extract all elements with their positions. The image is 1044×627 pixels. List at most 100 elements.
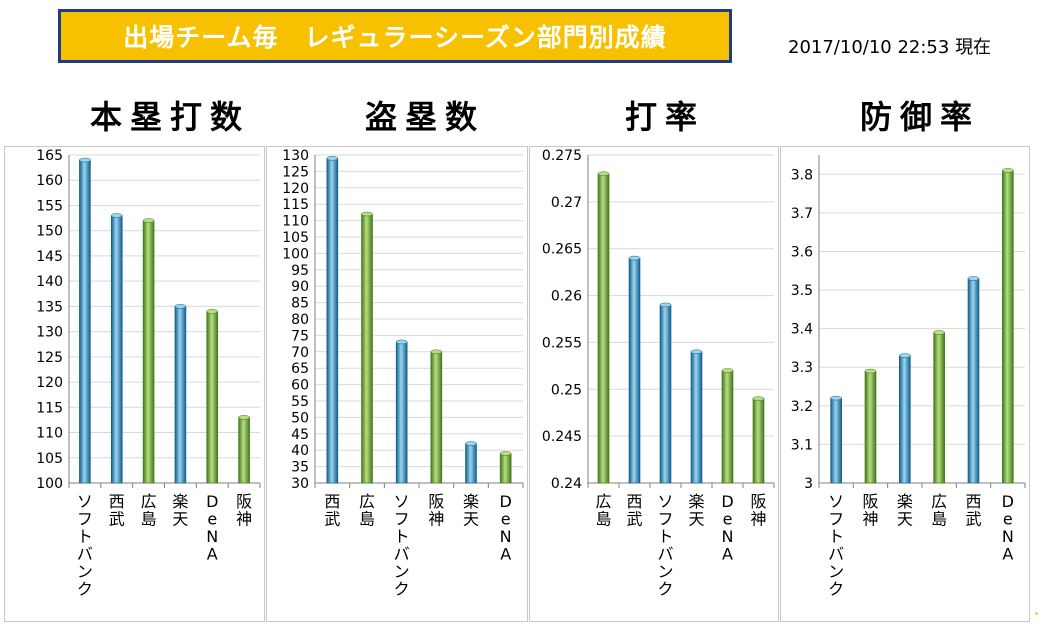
- y-tick-label: 0.24: [551, 476, 582, 492]
- bar: [430, 351, 443, 484]
- y-tick-label: 125: [36, 350, 63, 366]
- chart-title-stolen-bases: 盗塁数: [364, 98, 485, 136]
- bar: [933, 332, 945, 484]
- bar: [899, 355, 911, 484]
- y-tick-label: 155: [36, 198, 63, 214]
- bar: [864, 370, 877, 484]
- bar-cap: [752, 396, 765, 401]
- y-tick-label: 45: [291, 427, 309, 443]
- y-tick-label: 60: [291, 378, 309, 394]
- category-label: 広島: [931, 492, 947, 529]
- bar: [142, 220, 155, 484]
- y-tick-label: 105: [282, 230, 309, 246]
- bar-cap: [111, 213, 123, 218]
- bar-cap: [395, 339, 408, 345]
- y-tick-label: 140: [36, 274, 63, 290]
- bar-cap: [690, 349, 703, 355]
- bar: [238, 417, 250, 484]
- bar: [465, 443, 477, 484]
- y-tick-label: 3.2: [791, 399, 813, 415]
- bar-cap: [465, 441, 477, 446]
- bar: [690, 351, 703, 484]
- chart-batting-average: 0.24 0.245 0.25 0.255 0.26 0.265 0.27 0.275 広島西武…: [542, 148, 775, 599]
- bar-cap: [499, 451, 512, 456]
- y-tick-label: 120: [282, 181, 309, 197]
- y-tick-label: 130: [282, 148, 309, 164]
- category-label: 楽天: [172, 492, 188, 529]
- y-tick-label: 70: [291, 345, 309, 361]
- y-tick-label: 3.3: [791, 360, 813, 376]
- chart-title-batting-average: 打率: [624, 98, 705, 136]
- bar-cap: [597, 171, 610, 176]
- y-tick-label: 65: [291, 361, 309, 377]
- y-tick-label: 0.27: [551, 195, 582, 211]
- y-tick-label: 150: [36, 224, 63, 240]
- bar: [752, 398, 765, 484]
- y-tick-label: 3.1: [791, 437, 813, 453]
- bar: [597, 173, 610, 484]
- bar: [174, 306, 187, 484]
- category-label: 阪神: [862, 492, 878, 529]
- category-label: 西武: [109, 492, 125, 529]
- y-tick-label: 100: [282, 246, 309, 262]
- bar: [1002, 170, 1014, 484]
- y-tick-label: 110: [36, 426, 63, 442]
- y-tick-label: 50: [291, 410, 309, 426]
- y-tick-label: 95: [291, 263, 309, 279]
- bar-cap: [933, 330, 945, 335]
- category-label: 広島: [595, 492, 611, 529]
- bar: [830, 397, 842, 484]
- category-label: ソフトバンク: [828, 492, 844, 599]
- bar: [967, 278, 980, 484]
- category-label: 広島: [359, 492, 375, 529]
- y-tick-label: 0.25: [551, 382, 582, 398]
- y-tick-label: 120: [36, 375, 63, 391]
- bar-cap: [238, 415, 250, 420]
- category-label: ソフトバンク: [77, 492, 93, 599]
- bar-cap: [361, 211, 373, 217]
- timestamp: 2017/10/10 22:53 現在: [788, 37, 992, 58]
- category-label: 阪神: [750, 492, 766, 529]
- bar: [79, 159, 91, 484]
- category-label: 西武: [626, 492, 642, 529]
- y-tick-label: 3.8: [791, 167, 813, 183]
- bar: [721, 370, 734, 484]
- bar-cap: [830, 395, 842, 401]
- bar: [326, 157, 339, 484]
- y-tick-label: 3.4: [791, 322, 813, 338]
- bar-cap: [967, 276, 980, 281]
- category-label: 阪神: [236, 492, 252, 529]
- y-tick-label: 0.26: [551, 289, 582, 305]
- bar-cap: [864, 368, 877, 374]
- y-tick-label: 40: [291, 443, 309, 459]
- bar-cap: [142, 218, 155, 223]
- chart-box-stolen-bases: 30 35 40 45 50 55 60 65 70 75 80 85 90 95 100 105 110 115…: [266, 146, 528, 622]
- chart-home-runs: 100 105 110 115 120 125 130 135 140 145 150 155 160 1…: [36, 148, 261, 599]
- category-label: 楽天: [897, 492, 913, 529]
- bar: [628, 257, 641, 484]
- y-tick-label: 85: [291, 296, 309, 312]
- bar-cap: [206, 309, 218, 314]
- category-label: 西武: [324, 492, 340, 529]
- y-tick-label: 135: [36, 299, 63, 315]
- chart-title-era: 防御率: [859, 98, 980, 136]
- chart-stolen-bases: 3035404550556065707580859095100105110115…: [282, 148, 524, 599]
- bar-cap: [628, 255, 641, 261]
- category-label: ソフトバンク: [394, 492, 410, 599]
- bar: [110, 215, 123, 484]
- y-tick-label: 75: [291, 328, 309, 344]
- y-tick-label: 3: [804, 476, 813, 492]
- bar-cap: [659, 302, 672, 308]
- chart-title-home-runs: 本塁打数: [89, 98, 250, 136]
- banner-title: 出場チーム毎 レギュラーシーズン部門別成績: [58, 9, 732, 63]
- y-tick-label: 115: [36, 400, 63, 416]
- bar: [659, 304, 672, 484]
- y-tick-label: 0.255: [542, 335, 582, 351]
- chart-box-era: 3 3.1 3.2 3.3 3.4 3.5 3.6 3.7 3.8 ソフトバンク 阪神 楽天 広島 西武 D…: [780, 146, 1030, 622]
- category-label: 阪神: [428, 492, 444, 529]
- y-tick-label: 3.7: [791, 206, 813, 222]
